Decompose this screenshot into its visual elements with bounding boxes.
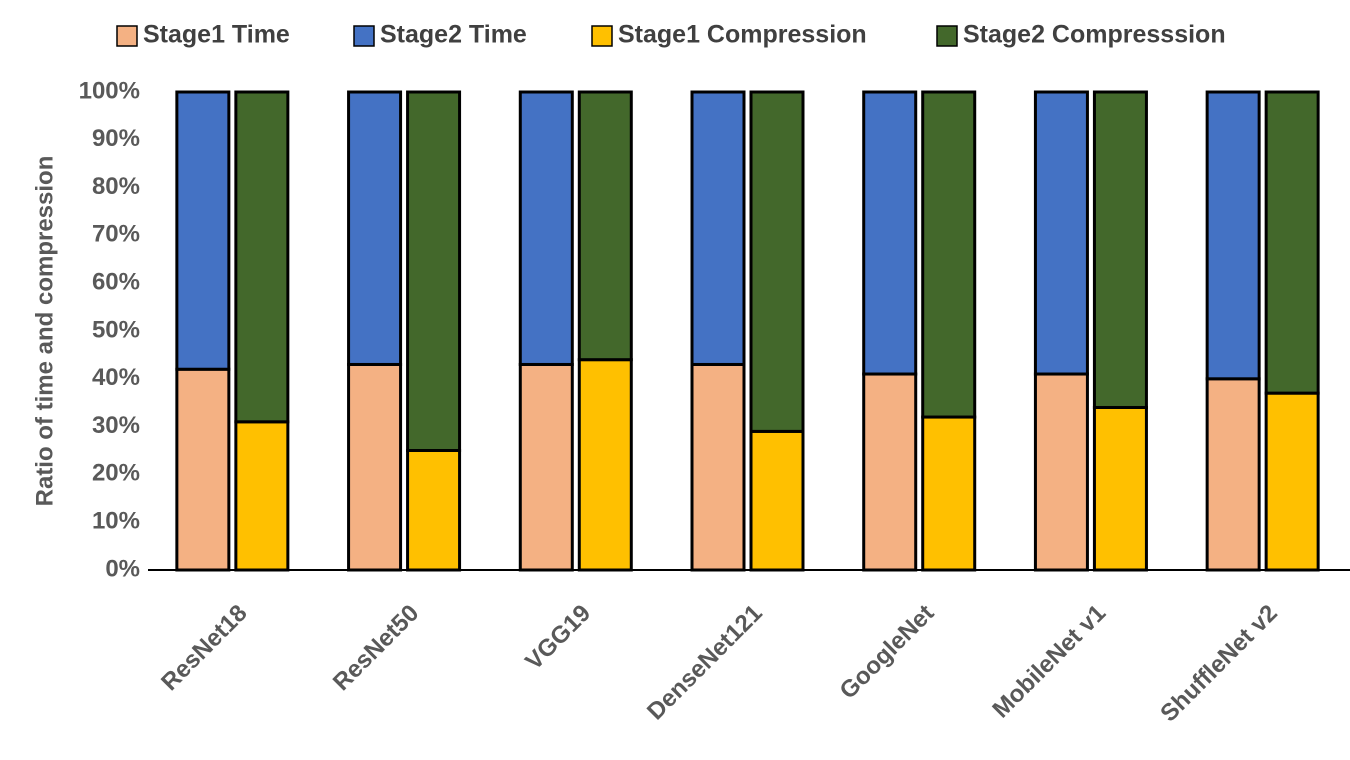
bar-segment bbox=[749, 90, 805, 433]
bar-segment bbox=[175, 367, 231, 572]
bar-segment bbox=[1264, 391, 1320, 572]
bar-segment bbox=[347, 90, 403, 366]
bar-segment bbox=[347, 362, 403, 572]
bar-segment bbox=[406, 449, 462, 572]
y-tick-label: 60% bbox=[92, 269, 140, 296]
y-tick-label: 90% bbox=[92, 125, 140, 152]
bar-segment bbox=[862, 90, 918, 376]
x-tick-label: DenseNet121 bbox=[642, 600, 768, 726]
bar-segment bbox=[406, 90, 462, 452]
y-tick-label: 0% bbox=[105, 555, 140, 582]
bar-segment bbox=[175, 90, 231, 371]
bar-segment bbox=[234, 420, 290, 572]
legend-swatch bbox=[936, 25, 958, 47]
bar-segment bbox=[749, 429, 805, 572]
x-tick-label: ResNet18 bbox=[156, 600, 252, 696]
legend-label: Stage2 Compresssion bbox=[963, 21, 1226, 49]
legend-label: Stage1 Time bbox=[143, 21, 290, 49]
bar-segment bbox=[690, 362, 746, 572]
legend-label: Stage1 Compression bbox=[618, 21, 867, 49]
bar-segment bbox=[1033, 90, 1089, 376]
bar-segment bbox=[518, 90, 574, 366]
y-tick-label: 10% bbox=[92, 508, 140, 535]
bar-segment bbox=[518, 362, 574, 572]
y-axis-title: Ratio of time and compression bbox=[31, 156, 58, 507]
x-tick-label: ShuffleNet v2 bbox=[1155, 600, 1283, 728]
bar-segment bbox=[921, 415, 977, 572]
y-tick-label: 30% bbox=[92, 412, 140, 439]
bar-segment bbox=[1205, 90, 1261, 381]
y-tick-label: 20% bbox=[92, 460, 140, 487]
y-tick-label: 70% bbox=[92, 221, 140, 248]
bar-segment bbox=[577, 90, 633, 362]
bar-segment bbox=[577, 358, 633, 572]
legend-swatch bbox=[116, 25, 138, 47]
bar-segment bbox=[1205, 377, 1261, 572]
y-tick-label: 100% bbox=[79, 77, 140, 104]
x-tick-label: VGG19 bbox=[520, 600, 596, 676]
bar-segment bbox=[234, 90, 290, 424]
bar-segment bbox=[862, 372, 918, 572]
y-tick-label: 40% bbox=[92, 364, 140, 391]
bar-segment bbox=[921, 90, 977, 419]
bar-segment bbox=[1092, 405, 1148, 572]
legend-swatch bbox=[591, 25, 613, 47]
legend-label: Stage2 Time bbox=[380, 21, 527, 49]
bar-segment bbox=[1092, 90, 1148, 409]
bar-segment bbox=[1033, 372, 1089, 572]
bar-segment bbox=[690, 90, 746, 366]
y-tick-label: 50% bbox=[92, 316, 140, 343]
x-tick-label: ResNet50 bbox=[328, 600, 424, 696]
x-tick-label: GoogleNet bbox=[835, 600, 940, 705]
y-tick-label: 80% bbox=[92, 173, 140, 200]
bar-segment bbox=[1264, 90, 1320, 395]
legend-swatch bbox=[353, 25, 375, 47]
x-tick-label: MobileNet v1 bbox=[987, 600, 1111, 724]
